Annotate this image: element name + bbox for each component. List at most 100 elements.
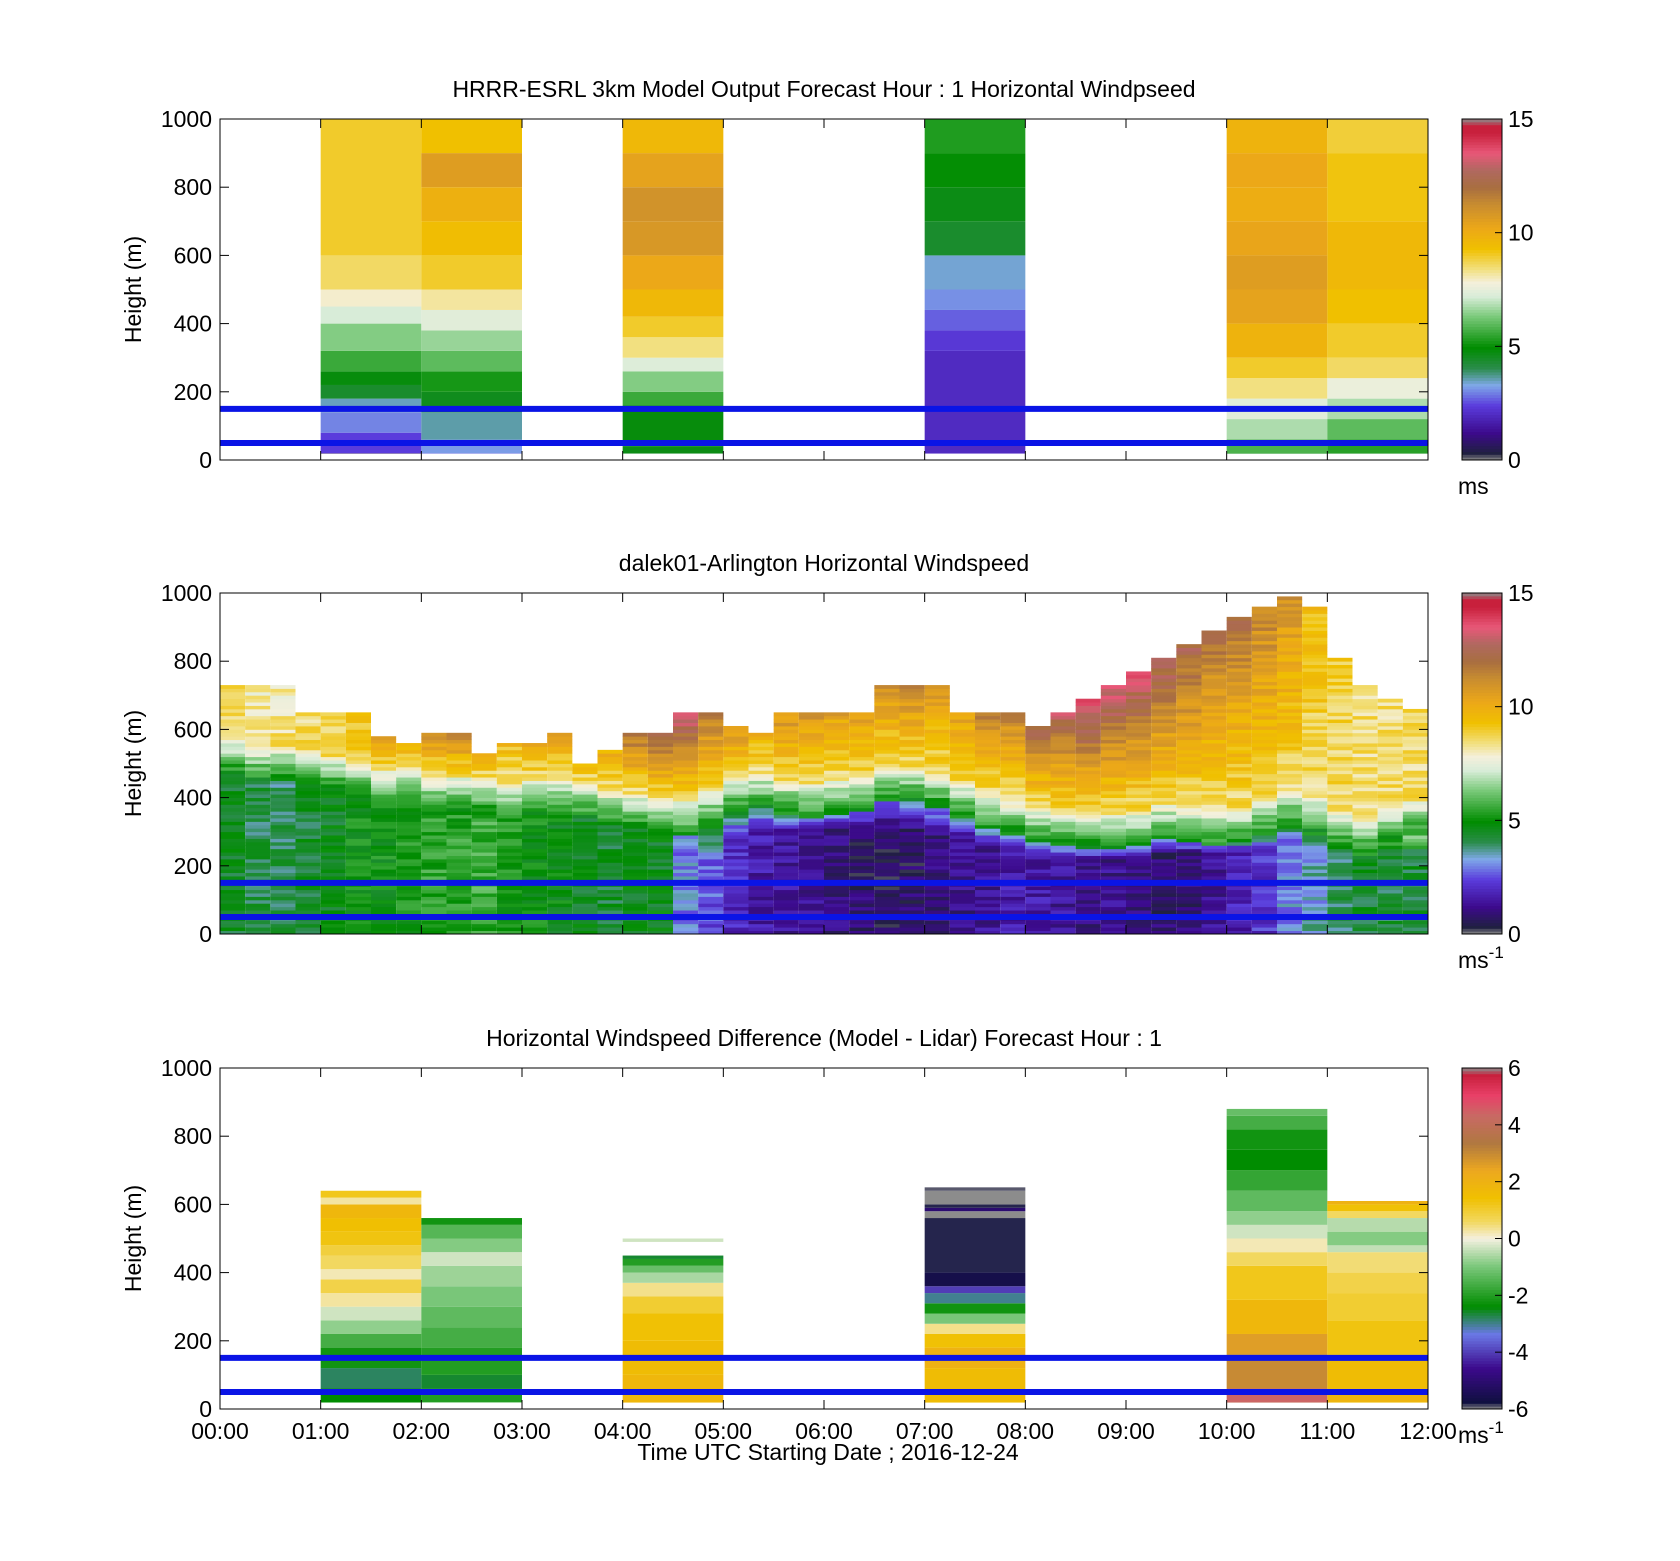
heatmap-cell [496, 749, 522, 754]
heatmap-cell [1352, 725, 1378, 730]
heatmap-cell [1402, 756, 1428, 761]
heatmap-cell [572, 858, 598, 863]
heatmap-cell [798, 896, 824, 901]
heatmap-cell [824, 927, 850, 931]
heatmap-cell [1176, 893, 1202, 897]
heatmap-cell [1050, 858, 1076, 863]
heatmap-cell [975, 780, 1001, 785]
heatmap-cell [1327, 729, 1353, 734]
heatmap-cell [1176, 722, 1202, 727]
heatmap-cell [547, 743, 573, 747]
heatmap-cell [572, 790, 598, 795]
heatmap-cell [723, 780, 749, 785]
colorbar-swatch [1462, 226, 1502, 231]
heatmap-cell [1277, 838, 1303, 843]
heatmap-cell [899, 835, 925, 839]
heatmap-cell [698, 869, 724, 874]
heatmap-cell [647, 787, 673, 792]
heatmap-cell [345, 920, 371, 925]
heatmap-cell [1201, 668, 1227, 672]
heatmap-cell [622, 763, 648, 768]
heatmap-cell [421, 1347, 522, 1375]
heatmap-cell [1251, 906, 1277, 911]
colorbar-swatch [1462, 445, 1502, 450]
heatmap-cell [295, 828, 321, 833]
colorbar-swatch [1462, 195, 1502, 200]
heatmap-cell [572, 862, 598, 867]
heatmap-cell [270, 858, 296, 863]
heatmap-cell [924, 1187, 1026, 1191]
heatmap-cell [849, 760, 875, 764]
heatmap-cell [270, 821, 296, 826]
heatmap-cell [673, 862, 699, 867]
heatmap-cell [1075, 763, 1101, 768]
heatmap-cell [295, 930, 321, 935]
heatmap-cell [1000, 811, 1026, 816]
heatmap-cell [421, 1306, 522, 1328]
heatmap-cell [1050, 835, 1076, 839]
heatmap-cell [345, 906, 371, 911]
heatmap-cell [1126, 804, 1152, 809]
heatmap-cell [396, 841, 422, 846]
heatmap-cell [1327, 794, 1353, 798]
heatmap-cell [1277, 654, 1303, 659]
heatmap-cell [446, 838, 472, 843]
heatmap-cell [924, 732, 950, 737]
heatmap-cell [949, 811, 975, 816]
heatmap-cell [345, 855, 371, 860]
heatmap-cell [345, 903, 371, 908]
heatmap-cell [824, 818, 850, 822]
heatmap-cell [220, 927, 246, 931]
heatmap-cell [1352, 705, 1378, 710]
colorbar-swatch [1462, 1150, 1502, 1154]
heatmap-cell [572, 811, 598, 816]
heatmap-cell [1277, 746, 1303, 751]
heatmap-cell [1126, 766, 1152, 771]
heatmap-cell [723, 770, 749, 775]
colorbar-swatch [1462, 130, 1502, 134]
heatmap-cell [673, 811, 699, 816]
colorbar-tick-label: 5 [1508, 333, 1521, 359]
heatmap-cell [622, 760, 648, 764]
heatmap-cell [1302, 821, 1328, 826]
heatmap-cell [522, 818, 548, 822]
heatmap-cell [1151, 743, 1177, 747]
heatmap-cell [949, 732, 975, 737]
heatmap-cell [1402, 910, 1428, 914]
heatmap-cell [949, 787, 975, 792]
heatmap-cell [673, 824, 699, 829]
heatmap-cell [1025, 801, 1051, 805]
heatmap-cell [1201, 644, 1227, 648]
heatmap-cell [975, 835, 1001, 839]
heatmap-cell [320, 858, 346, 863]
heatmap-cell [673, 876, 699, 880]
heatmap-cell [748, 790, 774, 795]
heatmap-cell [748, 906, 774, 911]
heatmap-cell [471, 841, 497, 846]
heatmap-cell [924, 893, 950, 897]
heatmap-cell [1251, 760, 1277, 764]
heatmap-cell [698, 818, 724, 822]
heatmap-cell [1100, 732, 1126, 737]
heatmap-cell [849, 790, 875, 795]
heatmap-cell [1100, 876, 1126, 880]
heatmap-cell [748, 732, 774, 737]
heatmap-cell [899, 906, 925, 911]
heatmap-cell [597, 780, 623, 785]
colorbar-swatch [1462, 1193, 1502, 1197]
heatmap-cell [1000, 725, 1026, 730]
heatmap-cell [673, 753, 699, 758]
colorbar-swatch [1462, 621, 1502, 625]
heatmap-cell [1402, 862, 1428, 867]
heatmap-cell [1201, 715, 1227, 720]
colorbar-swatch [1462, 871, 1502, 875]
heatmap-cell [1327, 378, 1428, 399]
heatmap-cell [773, 749, 799, 754]
heatmap-cell [1251, 627, 1277, 631]
heatmap-cell [949, 773, 975, 778]
heatmap-cell [1126, 828, 1152, 833]
heatmap-cell [1151, 678, 1177, 683]
heatmap-cell [1176, 889, 1202, 894]
heatmap-cell [1377, 746, 1403, 751]
heatmap-cell [320, 794, 346, 798]
